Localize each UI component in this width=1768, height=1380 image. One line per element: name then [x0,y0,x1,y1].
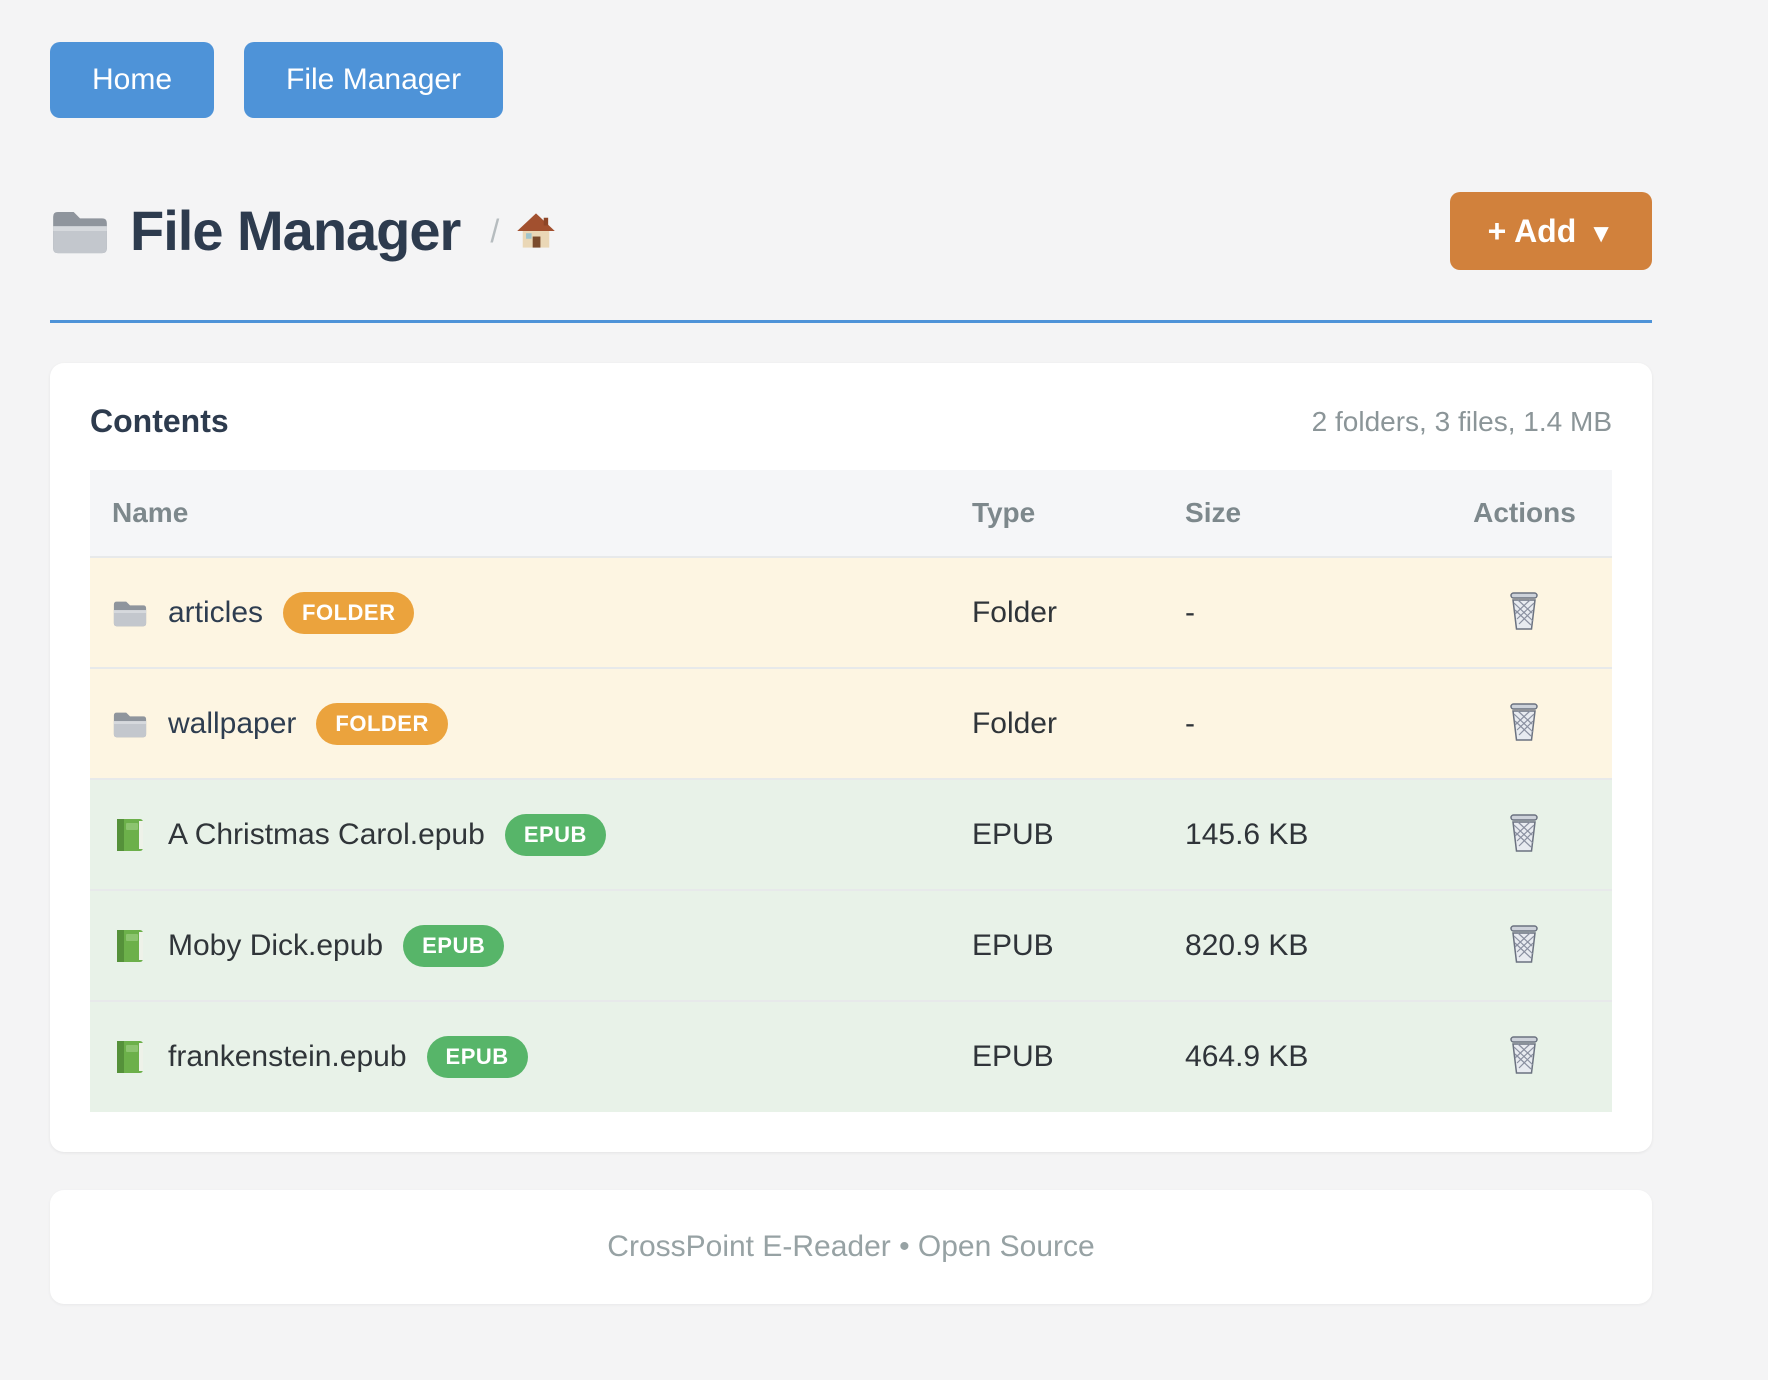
book-icon [117,818,143,851]
breadcrumb: / [490,210,557,252]
trash-icon [1510,813,1539,852]
trash-icon [1510,924,1539,963]
add-button-label: + Add [1487,212,1577,249]
column-header-actions: Actions [1436,470,1612,557]
delete-button[interactable] [1502,920,1546,968]
folder-icon [113,601,147,626]
contents-table: Name Type Size Actions articles FOLDER F… [90,470,1612,1112]
table-row: Moby Dick.epub EPUB EPUB 820.9 KB [90,889,1612,1001]
item-name[interactable]: Moby Dick.epub [168,928,384,962]
type-badge: EPUB [426,1036,528,1078]
delete-button[interactable] [1502,698,1546,746]
folder-icon [113,712,147,737]
contents-card-header: Contents 2 folders, 3 files, 1.4 MB [90,403,1612,440]
header-divider [50,320,1652,323]
item-size: 820.9 KB [1163,889,1437,1001]
item-size: - [1163,556,1437,668]
item-type: Folder [949,556,1164,668]
home-icon[interactable] [515,210,557,252]
delete-button[interactable] [1502,1031,1546,1079]
book-icon [117,929,143,962]
item-size: 464.9 KB [1163,1000,1437,1112]
item-type: EPUB [949,1000,1164,1112]
item-size: - [1163,667,1437,779]
table-row: A Christmas Carol.epub EPUB EPUB 145.6 K… [90,778,1612,890]
breadcrumb-separator: / [490,212,500,249]
item-name[interactable]: articles [168,595,264,629]
column-header-type: Type [949,470,1164,557]
contents-title: Contents [90,403,229,439]
folder-icon [53,212,107,254]
file-manager-button[interactable]: File Manager [244,42,504,118]
add-button[interactable]: + Add ▼ [1449,192,1652,270]
trash-icon [1510,702,1539,741]
contents-card: Contents 2 folders, 3 files, 1.4 MB Name… [50,363,1652,1152]
type-badge: FOLDER [316,702,448,745]
table-row: frankenstein.epub EPUB EPUB 464.9 KB [90,1000,1612,1112]
contents-summary: 2 folders, 3 files, 1.4 MB [1311,405,1612,437]
item-name[interactable]: wallpaper [168,706,297,740]
item-size: 145.6 KB [1163,778,1437,890]
type-badge: EPUB [504,813,606,856]
table-header-row: Name Type Size Actions [90,470,1612,557]
item-name[interactable]: frankenstein.epub [168,1040,407,1073]
book-icon [117,1041,143,1073]
column-header-name: Name [90,470,950,557]
page-header: File Manager / + Add ▼ [50,192,1652,270]
item-name[interactable]: A Christmas Carol.epub [168,817,485,851]
type-badge: EPUB [403,924,505,967]
footer-text: CrossPoint E-Reader • Open Source [607,1230,1095,1263]
trash-icon [1510,1036,1539,1074]
page-title: File Manager [130,199,461,262]
item-type: Folder [949,667,1164,779]
delete-button[interactable] [1502,587,1546,635]
table-row: wallpaper FOLDER Folder - [90,667,1612,779]
home-button[interactable]: Home [50,42,215,118]
trash-icon [1510,591,1539,630]
contents-table-body: articles FOLDER Folder - wallpaper FOLDE… [90,556,1612,1112]
delete-button[interactable] [1502,809,1546,857]
item-type: EPUB [949,778,1164,890]
column-header-size: Size [1163,470,1437,557]
chevron-down-icon: ▼ [1588,217,1614,248]
footer: CrossPoint E-Reader • Open Source [50,1190,1652,1304]
item-type: EPUB [949,889,1164,1001]
table-row: articles FOLDER Folder - [90,556,1612,668]
type-badge: FOLDER [283,591,415,634]
top-nav: Home File Manager [50,0,1652,118]
